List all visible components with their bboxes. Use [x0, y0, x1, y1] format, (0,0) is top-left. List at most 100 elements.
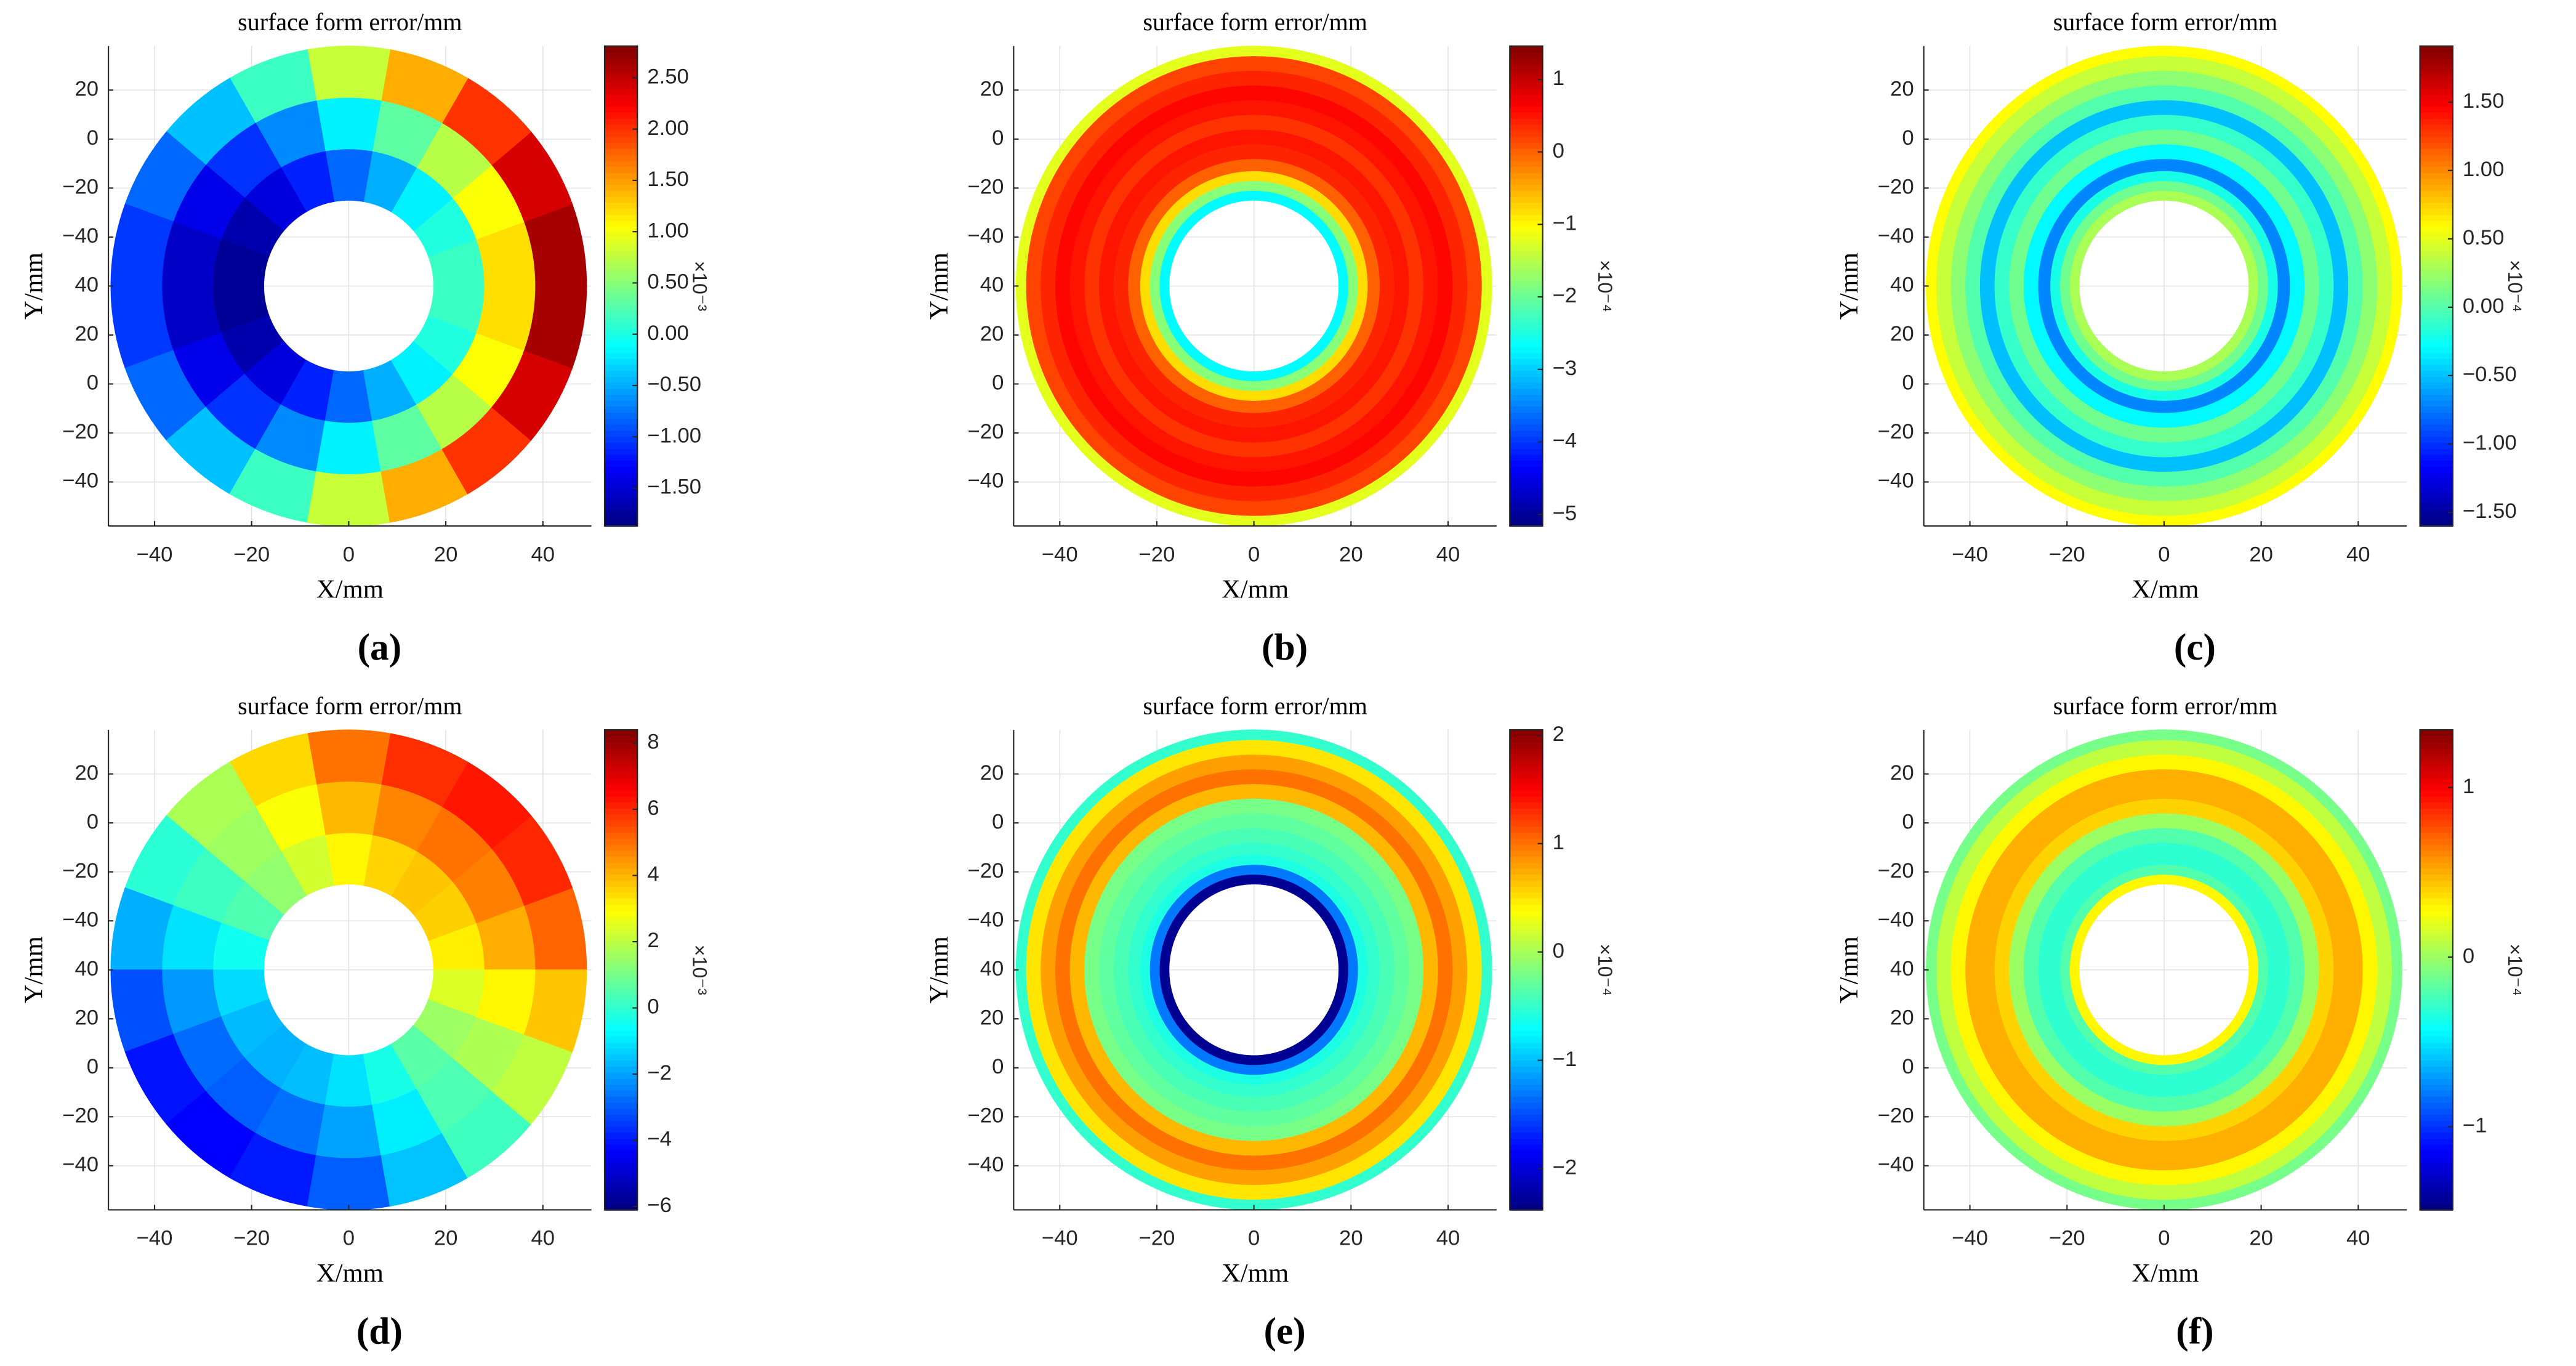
colorbar-segment [2420, 430, 2453, 437]
y-tick-label: −40 [62, 224, 99, 248]
panel-label: (c) [2174, 626, 2216, 668]
colorbar-segment [1510, 358, 1543, 365]
colorbar-segment [2420, 879, 2453, 887]
colorbar-segment [1510, 1083, 1543, 1091]
y-axis-label: Y/mm [1835, 936, 1864, 1003]
colorbar-segment [1510, 514, 1543, 521]
colorbar-segment [604, 1089, 638, 1097]
colorbar-tick-label: −5 [1553, 501, 1577, 525]
colorbar-segment [604, 772, 638, 779]
colorbar-segment [1510, 766, 1543, 773]
colorbar-segment [604, 208, 638, 215]
colorbar-segment [2420, 442, 2453, 449]
colorbar-segment [2420, 1054, 2453, 1061]
colorbar-tick-label: −3 [1553, 357, 1577, 380]
colorbar-segment [604, 118, 638, 125]
colorbar-segment [1510, 249, 1543, 257]
colorbar-segment [604, 1203, 638, 1211]
colorbar-segment [2420, 1203, 2453, 1211]
colorbar-segment [2420, 873, 2453, 881]
y-tick-label: 0 [992, 126, 1004, 150]
colorbar-segment [1510, 1138, 1543, 1145]
colorbar-segment [604, 454, 638, 461]
y-tick-label: 0 [992, 1055, 1004, 1078]
colorbar-segment [1510, 292, 1543, 299]
colorbar-segment [2420, 1089, 2453, 1097]
y-tick-label: 20 [1890, 761, 1914, 785]
colorbar-segment [2420, 418, 2453, 425]
colorbar-segment [2420, 63, 2453, 71]
y-tick-label: 40 [980, 957, 1004, 980]
colorbar-segment [2420, 820, 2453, 827]
colorbar-segment [604, 238, 638, 245]
colorbar-segment [1510, 1173, 1543, 1181]
colorbar-segment [2420, 1011, 2453, 1019]
colorbar-segment [604, 490, 638, 497]
colorbar-segment [1510, 196, 1543, 203]
colorbar-segment [604, 172, 638, 179]
colorbar-segment [2420, 1168, 2453, 1175]
colorbar-segment [2420, 178, 2453, 185]
colorbar-segment [2420, 1083, 2453, 1091]
colorbar-segment [604, 135, 638, 143]
colorbar-segment [604, 910, 638, 917]
colorbar-segment [604, 124, 638, 131]
colorbar-segment [1510, 273, 1543, 281]
colorbar-segment [1510, 244, 1543, 251]
colorbar-segment [2420, 897, 2453, 905]
colorbar-tick-label: 1.00 [2463, 158, 2505, 181]
colorbar-segment [1510, 928, 1543, 935]
panel-title: surface form error/mm [238, 8, 462, 36]
colorbar-segment [604, 1041, 638, 1049]
y-tick-label: 0 [87, 1055, 99, 1078]
colorbar-segment [2420, 934, 2453, 941]
panel-title: surface form error/mm [238, 692, 462, 720]
colorbar-segment [604, 873, 638, 881]
colorbar-segment [604, 1155, 638, 1163]
colorbar-segment [604, 976, 638, 983]
colorbar-segment [604, 1096, 638, 1103]
panel-title: surface form error/mm [2053, 8, 2277, 36]
colorbar-segment [2420, 490, 2453, 497]
heatmap-cell [307, 729, 391, 785]
colorbar-segment [1510, 796, 1543, 803]
colorbar-segment [604, 1144, 638, 1151]
colorbar-segment [2420, 292, 2453, 299]
colorbar-segment [1510, 418, 1543, 425]
colorbar-segment [1510, 1150, 1543, 1157]
colorbar-segment [2420, 286, 2453, 293]
colorbar-segment [1510, 70, 1543, 77]
colorbar-segment [604, 256, 638, 263]
colorbar-segment [1510, 1011, 1543, 1019]
colorbar-segment [1510, 496, 1543, 503]
colorbar-segment [1510, 406, 1543, 413]
colorbar-segment [1510, 214, 1543, 221]
colorbar-tick-label: −1 [2463, 1114, 2487, 1138]
colorbar-segment [1510, 268, 1543, 275]
colorbar-segment [604, 496, 638, 503]
colorbar-segment [1510, 172, 1543, 179]
y-tick-label: 0 [992, 371, 1004, 395]
colorbar-segment [604, 142, 638, 149]
colorbar-segment [604, 766, 638, 773]
colorbar-segment [2420, 124, 2453, 131]
colorbar-segment [604, 1138, 638, 1145]
x-tick-label: −20 [233, 1227, 270, 1250]
y-tick-label: 40 [1890, 273, 1914, 297]
colorbar-segment [1510, 1120, 1543, 1127]
colorbar-segment [1510, 286, 1543, 293]
colorbar-segment [2420, 838, 2453, 845]
y-tick-label: 40 [75, 957, 99, 980]
colorbar-segment [2420, 945, 2453, 953]
colorbar-segment [604, 796, 638, 803]
colorbar-segment [2420, 754, 2453, 761]
colorbar-segment [2420, 370, 2453, 377]
y-tick-label: 20 [75, 1006, 99, 1029]
x-tick-label: −40 [1952, 543, 1988, 566]
colorbar-segment [1510, 316, 1543, 323]
colorbar-segment [2420, 268, 2453, 275]
colorbar-segment [2420, 1078, 2453, 1085]
colorbar-segment [604, 1054, 638, 1061]
colorbar-tick-label: 2.00 [647, 116, 689, 140]
colorbar-segment [1510, 1065, 1543, 1073]
